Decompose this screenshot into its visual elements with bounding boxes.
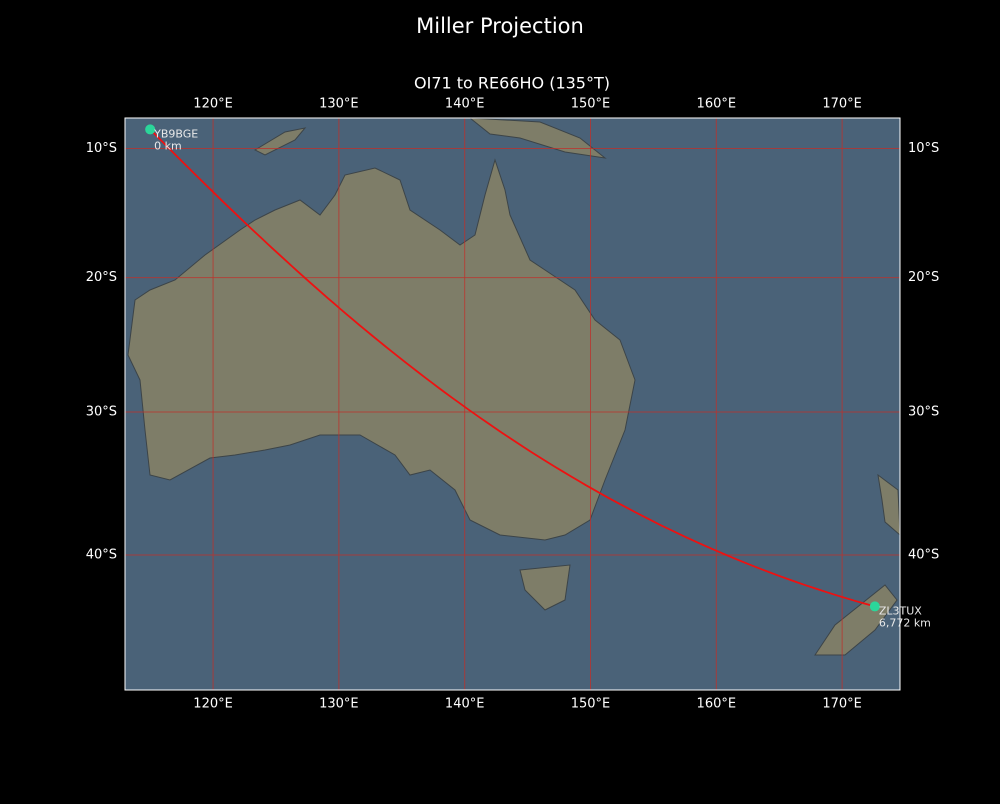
lat-tick-label: 10°S: [86, 141, 117, 156]
lon-tick-label: 140°E: [445, 697, 485, 712]
new-guinea: [469, 118, 607, 159]
lon-tick-label: 150°E: [571, 697, 611, 712]
great-circle-path: [149, 128, 876, 608]
lat-tick-label: 10°S: [908, 141, 939, 156]
lon-tick-label: 120°E: [193, 97, 233, 112]
station-distance: 0 km: [154, 139, 182, 152]
lon-tick-label: 160°E: [697, 97, 737, 112]
lon-tick-label: 130°E: [319, 97, 359, 112]
lon-tick-label: 170°E: [822, 97, 862, 112]
lat-tick-label: 40°S: [86, 548, 117, 563]
land: [127, 118, 900, 656]
lon-tick-label: 120°E: [193, 697, 233, 712]
station-name: ZL3TUX: [879, 604, 922, 617]
lon-tick-label: 160°E: [697, 697, 737, 712]
station-distance: 6,772 km: [879, 616, 931, 629]
nz-north: [877, 473, 900, 536]
title: Miller Projection: [416, 14, 584, 38]
lat-tick-label: 20°S: [86, 270, 117, 285]
lat-tick-label: 40°S: [908, 548, 939, 563]
lon-tick-label: 140°E: [445, 97, 485, 112]
lon-tick-label: 170°E: [822, 697, 862, 712]
subtitle: OI71 to RE66HO (135°T): [414, 74, 610, 93]
station-marker: [145, 124, 156, 135]
frame: [124, 117, 901, 691]
station-name: YB9BGE: [153, 127, 198, 140]
australia: [127, 158, 636, 541]
lat-tick-label: 30°S: [86, 404, 117, 419]
lat-tick-label: 20°S: [908, 270, 939, 285]
lat-tick-label: 30°S: [908, 404, 939, 419]
tasmania: [519, 564, 571, 611]
overlay: 120°E 120°E 130°E 130°E 140°E 140°E 150°E 150°E…: [86, 97, 940, 712]
station-marker: [869, 601, 880, 612]
lon-tick-label: 150°E: [571, 97, 611, 112]
basemap: [125, 118, 900, 690]
lon-tick-label: 130°E: [319, 697, 359, 712]
